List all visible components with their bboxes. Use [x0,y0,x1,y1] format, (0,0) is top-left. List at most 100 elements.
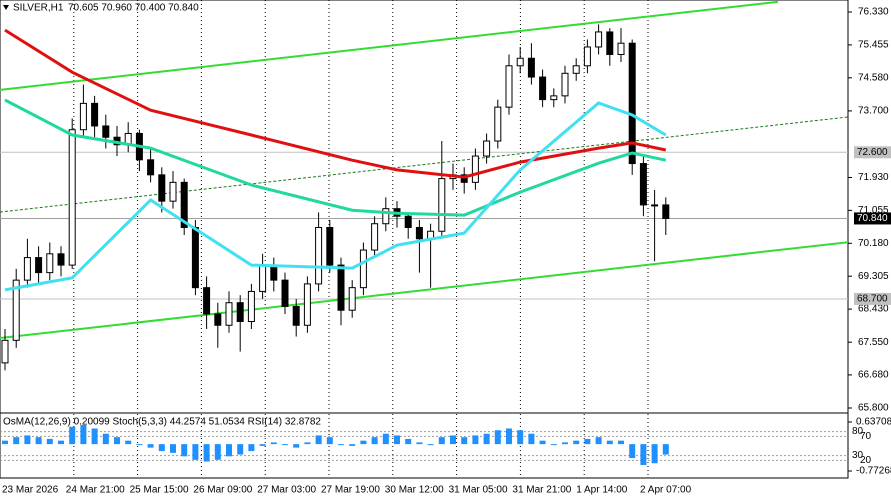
candle-body [415,226,423,240]
candle-body [214,313,222,326]
y-tick-label: 68.430 [858,304,889,315]
osma-bar [2,440,8,445]
y-tick-label: 74.580 [858,72,889,83]
candle-body [180,181,188,228]
osma-bar [91,428,98,445]
x-tick-label: 30 Mar 12:00 [385,485,444,496]
price-label-box [854,292,891,305]
osma-bar [427,444,434,446]
candle-body [102,125,110,138]
candle-body [527,57,535,78]
candle-body [236,302,244,323]
candle-body [147,159,155,176]
candle-body [483,140,491,157]
osma-bar [494,430,501,445]
osma-bar [405,438,412,445]
candle-body [438,178,446,232]
candle-body [12,279,20,341]
candle-body [191,226,199,289]
candle-body [651,204,659,207]
candle-body [617,42,625,55]
osma-bar [114,437,120,445]
osma-bar [416,442,423,445]
x-tick-label: 31 Mar 05:00 [449,485,508,496]
candle-body [628,42,636,165]
osma-bar [270,442,277,445]
symbol: SILVER,H1 [13,3,64,14]
osma-bar [304,442,311,445]
osma-bar [371,437,378,445]
price-label-box [854,146,891,159]
candle-body [315,226,323,285]
x-tick-label: 26 Mar 09:00 [193,485,252,496]
candle-body [303,283,311,326]
osma-bar [293,444,300,448]
moving-average [4,98,667,217]
price-label: 72.600 [857,147,888,158]
osma-bar [326,437,333,445]
osma-bar [214,444,221,460]
candle-body [158,174,166,202]
candle-body [662,204,670,219]
y-tick-label: 71.055 [858,205,889,216]
osma-bar [35,437,42,445]
candle-body [595,31,603,48]
osma-bar [46,438,53,445]
osma-bar [595,437,602,445]
osma-bar [338,444,344,446]
osma-bar [259,444,266,446]
osma-bar [360,440,367,445]
price-label-box [854,212,891,225]
y-tick-label: 76.330 [858,7,889,18]
osc-tick-label: -0.77268 [856,466,891,477]
osma-bar [584,438,591,445]
osma-bar [80,425,87,445]
osma-bar [69,426,76,445]
osma-bar [282,444,288,446]
osma-bar [629,444,636,459]
y-tick-label: 66.680 [858,370,889,381]
candle-body [550,95,558,101]
level-label: 30 [852,450,864,461]
osma-bar [562,442,568,445]
osma-bar [450,435,456,445]
osma-bar [349,444,356,446]
osma-bar [102,433,109,445]
candle-body [404,215,412,228]
trend-line [0,241,848,340]
level-label: 80 [852,426,864,437]
osma-bar [438,437,445,445]
y-tick-label: 69.305 [858,271,889,282]
candle-body [225,302,233,326]
osma-bar [382,433,389,445]
osma-bar [539,440,546,445]
menu-arrow[interactable] [3,5,9,10]
osma-bar [147,444,154,448]
trend-line [0,0,778,91]
osma-bar [203,444,210,462]
candle-body [326,226,334,266]
osma-bar [394,435,400,445]
candle-body [203,287,211,315]
osma-bar [13,437,20,445]
candle-body [516,57,524,67]
candle-body [292,305,300,326]
candle-body [572,65,580,74]
osma-bar [181,444,188,457]
plot-frame [0,0,849,479]
x-tick-label: 31 Mar 21:00 [512,485,571,496]
candle-body [91,102,99,127]
osma-bar [506,428,512,445]
moving-average [4,101,667,292]
candle-body [270,264,278,281]
moving-average [4,28,667,179]
candle-body [35,257,43,274]
trend-line [0,116,848,213]
candle-body [639,163,647,206]
candle-body [583,46,591,67]
osma-bar [461,437,468,445]
y-tick-label: 67.550 [858,337,889,348]
osma-bar [226,444,232,457]
osma-bar [472,435,479,445]
